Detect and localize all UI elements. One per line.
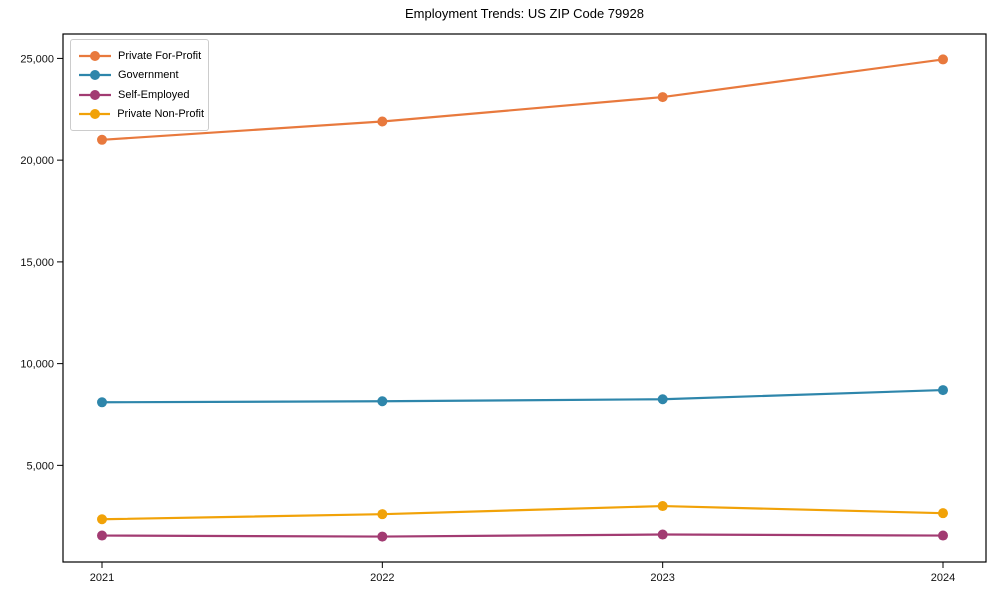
legend-item-label: Private For-Profit — [118, 49, 202, 62]
legend-item-label: Government — [118, 69, 179, 82]
y-tick-label: 20,000 — [20, 155, 54, 167]
data-point-private-for-profit-2021 — [97, 134, 107, 145]
legend-item-self-employed: Self-Employed — [79, 85, 204, 105]
legend-item-private-non-profit: Private Non-Profit — [79, 105, 204, 125]
series-line-private-for-profit — [101, 58, 944, 141]
data-point-private-non-profit-2023 — [657, 501, 668, 512]
series-line-private-non-profit — [101, 504, 944, 521]
series-line-government — [101, 388, 944, 404]
x-tick-label: 2023 — [650, 572, 674, 584]
data-point-private-for-profit-2024 — [938, 54, 948, 65]
x-tick-label: 2022 — [370, 572, 394, 584]
data-point-self-employed-2024 — [938, 530, 948, 541]
data-point-government-2024 — [938, 385, 948, 396]
legend-item-private-for-profit: Private For-Profit — [79, 46, 204, 66]
legend-box: Private For-Profit Government Self-Employe… — [70, 39, 209, 131]
data-point-self-employed-2023 — [657, 529, 668, 540]
data-point-self-employed-2021 — [97, 530, 107, 541]
y-tick-label: 5,000 — [26, 460, 54, 472]
legend-item-label: Private Non-Profit — [117, 108, 204, 121]
legend-item-government: Government — [79, 66, 204, 86]
chart-title: Employment Trends: US ZIP Code 79928 — [405, 6, 644, 21]
data-point-government-2021 — [97, 397, 107, 408]
data-point-private-non-profit-2022 — [377, 509, 388, 520]
x-tick-label: 2024 — [931, 572, 955, 584]
data-point-private-for-profit-2023 — [657, 92, 668, 103]
data-point-government-2023 — [657, 394, 668, 405]
y-tick-label: 15,000 — [20, 257, 54, 269]
data-point-government-2022 — [377, 396, 388, 407]
y-tick-label: 10,000 — [20, 359, 54, 371]
x-tick-label: 2021 — [90, 572, 114, 584]
data-point-self-employed-2022 — [377, 531, 388, 542]
legend-marker-icon — [79, 89, 111, 100]
legend-marker-icon — [79, 109, 111, 120]
data-point-private-non-profit-2024 — [938, 508, 948, 519]
data-point-private-for-profit-2022 — [377, 116, 388, 127]
legend-marker-icon — [79, 70, 111, 81]
legend-item-label: Self-Employed — [118, 88, 190, 101]
series-line-self-employed — [101, 533, 944, 538]
data-point-private-non-profit-2021 — [97, 514, 107, 525]
y-tick-label: 25,000 — [20, 53, 54, 65]
plot-frame — [62, 33, 987, 563]
legend-marker-icon — [79, 50, 111, 61]
